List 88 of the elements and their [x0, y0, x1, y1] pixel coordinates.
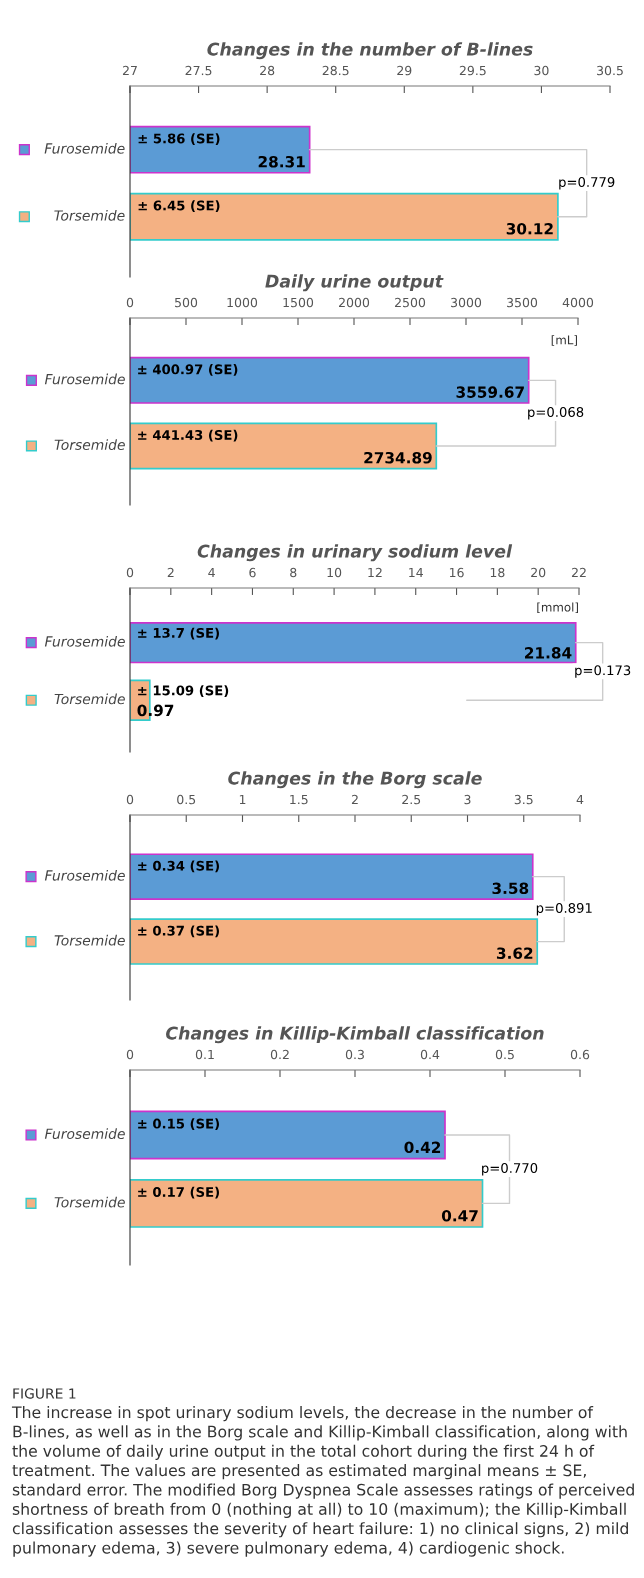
x-tick-label: 2500 — [395, 297, 426, 308]
x-tick-label: 0 — [126, 567, 134, 578]
data-label: 28.31 — [258, 155, 305, 168]
annotation: p=0.068 — [528, 406, 584, 420]
chart-title: Changes in the Borg scale — [228, 771, 482, 789]
x-tick-label: 3 — [464, 794, 471, 805]
x-tick-label: 500 — [175, 297, 198, 308]
chart-title: Daily urine output — [265, 274, 444, 292]
x-tick-label: 2000 — [339, 297, 370, 308]
annotation: ± 13.7 (SE) — [138, 627, 219, 640]
data-label: 0.42 — [404, 1141, 441, 1154]
annotation: p=0.173 — [575, 665, 631, 678]
x-tick-label: 27.5 — [185, 65, 212, 76]
x-tick-label: 16 — [449, 567, 464, 578]
x-tick-label: 28.5 — [322, 65, 349, 76]
annotation: p=0.770 — [482, 1163, 538, 1176]
annotation: ± 400.97 (SE) — [138, 364, 238, 376]
y-tick-label: Furosemide — [44, 869, 125, 881]
x-tick-label: 2 — [167, 567, 174, 578]
x-tick-label: 3.5 — [514, 794, 533, 805]
x-tick-label: 8 — [290, 567, 297, 578]
y-tick-label: Torsemide — [54, 209, 125, 221]
annotation: [mL] — [551, 335, 577, 346]
y-tick-label: Furosemide — [44, 373, 125, 385]
y-tick-label: Torsemide — [54, 1196, 125, 1208]
text: The increase in spot urinary sodium levels, the decrease in the number of B-lines, as well as in the Borg scale and Killip-Kimball classification, along with the volume of daily urine output in the total cohort during the first 24 h of treatment. The values are presented as estimated marginal means ± SE, standard error. The modified Borg Dyspnea Scale assesses ratings of perceived shortness of breath from 0 (nothing at all) to 10 (maximum); the Killip-Kimball classification assesses the severity of heart failure: 1) no clinical signs, 2) mild pulmonary edema, 3) severe pulmonary edema, 4) cardiogenic shock. — [11, 1406, 634, 1557]
x-tick-label: 4000 — [562, 297, 594, 308]
annotation: p=0.779 — [559, 177, 615, 190]
y-tick-label: Furosemide — [44, 142, 125, 154]
annotation: ± 6.45 (SE) — [138, 200, 220, 213]
x-tick-label: 0.3 — [345, 1049, 364, 1060]
y-tick-label: Torsemide — [54, 693, 125, 705]
annotation: ± 0.34 (SE) — [138, 860, 219, 873]
y-tick-label: Furosemide — [44, 1128, 125, 1140]
x-tick-label: 0 — [126, 1049, 134, 1060]
x-tick-label: 29.5 — [459, 65, 486, 76]
annotation: ± 0.17 (SE) — [138, 1186, 219, 1199]
x-tick-label: 1000 — [227, 297, 258, 308]
x-tick-label: 0.4 — [420, 1049, 440, 1060]
x-tick-label: 6 — [249, 567, 256, 578]
y-tick-label: Torsemide — [54, 439, 125, 450]
chart-title: Changes in Killip-Kimball classification — [166, 1026, 544, 1044]
x-tick-label: 0 — [126, 794, 134, 805]
x-tick-label: 3500 — [507, 297, 538, 308]
annotation: ± 15.09 (SE) — [138, 685, 229, 697]
x-tick-label: 10 — [327, 567, 342, 578]
y-tick-label: Furosemide — [44, 635, 125, 647]
x-tick-label: 4 — [576, 794, 584, 805]
data-label: 2734.89 — [364, 451, 432, 464]
x-tick-label: 0.6 — [570, 1049, 590, 1060]
x-tick-label: 22 — [571, 567, 586, 578]
x-tick-label: 4 — [208, 567, 215, 578]
text: FIGURE 1 — [13, 1388, 76, 1399]
x-tick-label: 30.5 — [597, 65, 623, 76]
x-tick-label: 29 — [397, 65, 412, 76]
x-tick-label: 0.1 — [195, 1049, 214, 1060]
x-tick-label: 0.5 — [495, 1049, 514, 1060]
data-label: 3559.67 — [456, 386, 524, 398]
annotation: p=0.891 — [536, 902, 592, 916]
chart-title: Changes in urinary sodium level — [197, 544, 513, 562]
data-label: 0.47 — [441, 1209, 478, 1222]
x-tick-label: 20 — [531, 567, 546, 578]
x-tick-label: 18 — [490, 567, 505, 578]
data-label: 3.62 — [496, 947, 533, 959]
data-label: 30.12 — [506, 222, 553, 235]
annotation: ± 5.86 (SE) — [138, 133, 220, 145]
annotation: ± 0.15 (SE) — [138, 1118, 219, 1131]
x-tick-label: 2 — [351, 794, 358, 805]
x-tick-label: 1500 — [283, 297, 314, 308]
data-label: 21.84 — [525, 647, 572, 659]
chart-title: Changes in the number of B-lines — [207, 42, 533, 60]
x-tick-label: 1 — [239, 794, 246, 805]
x-tick-label: 0.2 — [270, 1049, 289, 1060]
y-tick-label: Torsemide — [54, 934, 125, 946]
annotation: ± 0.37 (SE) — [138, 925, 219, 938]
x-tick-label: 2.5 — [402, 794, 421, 805]
x-tick-label: 30 — [534, 65, 549, 76]
annotation: ± 441.43 (SE) — [138, 429, 238, 442]
x-tick-label: 0 — [126, 297, 134, 308]
x-tick-label: 12 — [368, 567, 382, 578]
annotation: [mmol] — [537, 602, 578, 613]
x-tick-label: 27 — [122, 65, 137, 76]
x-tick-label: 28 — [260, 65, 275, 76]
x-tick-label: 0.5 — [177, 794, 196, 805]
data-label: 3.58 — [492, 882, 529, 895]
x-tick-label: 1.5 — [290, 794, 308, 805]
x-tick-label: 14 — [409, 567, 423, 578]
x-tick-label: 3000 — [451, 297, 482, 308]
